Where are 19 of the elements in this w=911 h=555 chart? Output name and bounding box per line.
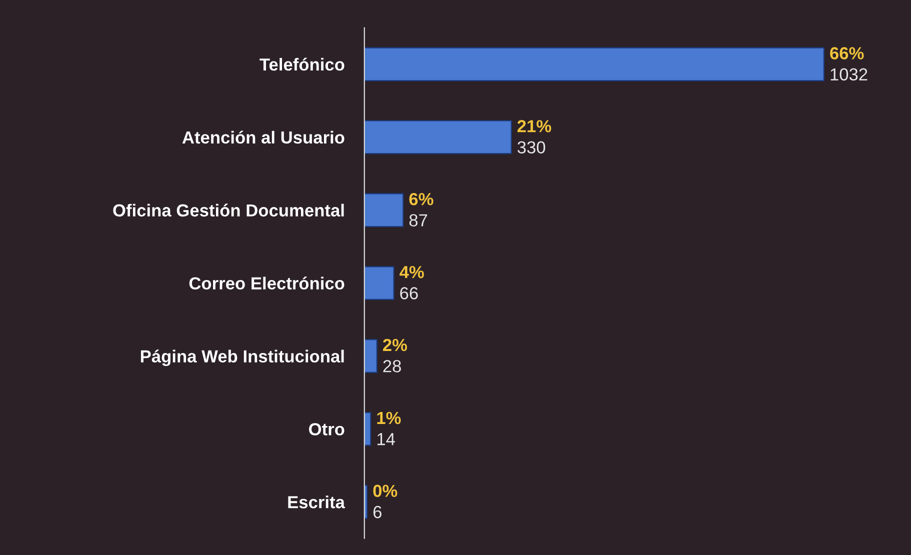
data-label: 66% 1032 bbox=[830, 47, 868, 81]
data-label: 4% 66 bbox=[400, 266, 424, 300]
bar bbox=[364, 193, 404, 228]
y-tick-label: Otro bbox=[309, 423, 344, 436]
bar bbox=[364, 47, 824, 82]
data-label: 21% 330 bbox=[517, 120, 552, 154]
bar bbox=[364, 266, 394, 300]
y-tick-label: Página Web Institucional bbox=[140, 350, 344, 366]
y-tick-label: Telefónico bbox=[260, 58, 344, 71]
data-label: 6% 87 bbox=[409, 192, 434, 226]
bar bbox=[364, 120, 512, 154]
y-tick-label: Oficina Gestión Documental bbox=[113, 204, 344, 217]
y-tick-label: Escrita bbox=[288, 496, 346, 508]
data-label: 2% 28 bbox=[382, 338, 408, 372]
y-tick-label: Atención al Usuario bbox=[182, 130, 344, 144]
bar bbox=[364, 339, 378, 373]
data-label: 0% 6 bbox=[373, 484, 398, 518]
data-label: 1% 14 bbox=[377, 412, 401, 446]
y-tick-label: Correo Electrónico bbox=[189, 276, 344, 290]
